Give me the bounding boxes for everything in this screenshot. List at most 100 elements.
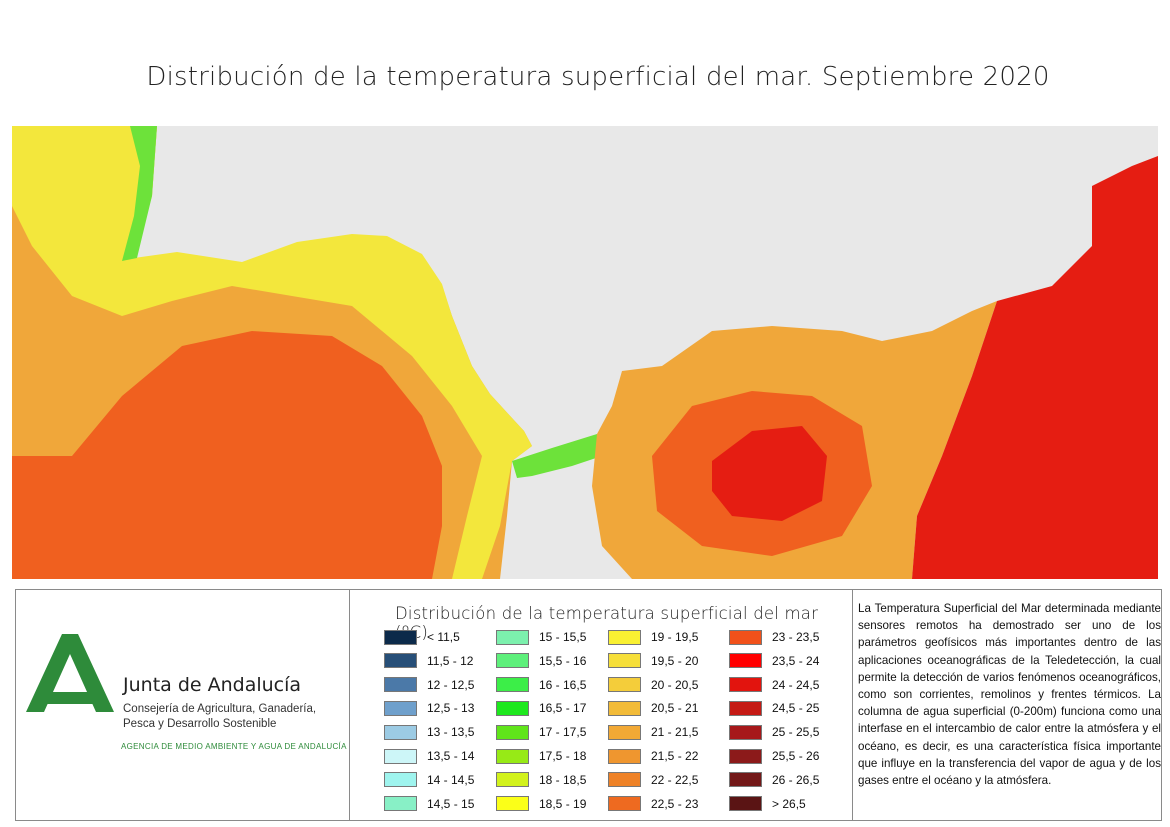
organization-department-line1: Consejería de Agricultura, Ganadería, [123, 703, 317, 715]
legend-swatch [729, 629, 762, 645]
description-block: La Temperatura Superficial del Mar deter… [853, 590, 1161, 820]
legend-label: 23,5 - 24 [772, 653, 820, 668]
legend-label: 17,5 - 18 [539, 749, 587, 763]
legend-swatch [608, 629, 641, 645]
legend-swatch [608, 724, 641, 740]
legend-item: < 11,5 [384, 628, 460, 646]
legend-swatch [384, 677, 417, 693]
sea-region-strait [512, 434, 602, 478]
legend-label: 12 - 12,5 [427, 677, 475, 692]
legend-label: 17 - 17,5 [539, 725, 587, 740]
legend-item: 16 - 16,5 [496, 676, 586, 694]
legend-swatch [384, 724, 417, 740]
legend-label: 25 - 25,5 [772, 725, 820, 740]
legend: Distribución de la temperatura superfici… [350, 590, 853, 820]
legend-swatch [496, 700, 529, 716]
legend-label: 19,5 - 20 [651, 653, 699, 668]
legend-swatch [729, 677, 762, 693]
legend-item: 20,5 - 21 [608, 699, 698, 717]
legend-swatch [384, 772, 417, 788]
map-canvas [12, 126, 1158, 579]
organization-agency: AGENCIA DE MEDIO AMBIENTE Y AGUA DE ANDA… [121, 742, 347, 751]
legend-label: 21 - 21,5 [651, 725, 699, 740]
legend-item: 22,5 - 23 [608, 795, 698, 813]
legend-label: 19 - 19,5 [651, 630, 699, 644]
legend-swatch [384, 653, 417, 669]
organization-department: Consejería de Agricultura, Ganadería, Pe… [123, 702, 343, 732]
legend-swatch [496, 748, 529, 764]
legend-label: 22,5 - 23 [651, 796, 699, 811]
legend-item: > 26,5 [729, 795, 806, 813]
sea-region-mediterranean-east [912, 156, 1158, 579]
legend-item: 15,5 - 16 [496, 652, 586, 670]
legend-swatch [729, 700, 762, 716]
legend-swatch [496, 724, 529, 740]
legend-item: 16,5 - 17 [496, 699, 586, 717]
legend-label: 20 - 20,5 [651, 677, 699, 692]
legend-swatch [729, 772, 762, 788]
legend-item: 13,5 - 14 [384, 747, 474, 765]
legend-label: 20,5 - 21 [651, 701, 699, 716]
legend-item: 19 - 19,5 [608, 628, 698, 646]
legend-item: 21,5 - 22 [608, 747, 698, 765]
legend-label: 11,5 - 12 [427, 653, 474, 668]
legend-item: 21 - 21,5 [608, 723, 698, 741]
legend-label: 23 - 23,5 [772, 630, 820, 644]
sea-region-alboran-core [712, 426, 827, 521]
legend-label: 24,5 - 25 [772, 701, 820, 716]
sea-region-atlantic-cool [12, 126, 532, 579]
legend-swatch [608, 748, 641, 764]
legend-item: 23 - 23,5 [729, 628, 819, 646]
legend-item: 20 - 20,5 [608, 676, 698, 694]
organization-department-line2: Pesca y Desarrollo Sostenible [123, 718, 277, 730]
legend-swatch [608, 700, 641, 716]
legend-swatch [729, 748, 762, 764]
legend-swatch [729, 653, 762, 669]
legend-swatch [384, 629, 417, 645]
legend-label: 12,5 - 13 [427, 701, 475, 716]
legend-swatch [608, 677, 641, 693]
legend-label: 14,5 - 15 [427, 796, 475, 811]
legend-item: 19,5 - 20 [608, 652, 698, 670]
junta-andalucia-logo-icon [26, 634, 114, 712]
organization-name: Junta de Andalucía [123, 674, 302, 696]
legend-item: 22 - 22,5 [608, 771, 698, 789]
legend-item: 26 - 26,5 [729, 771, 819, 789]
description-text: La Temperatura Superficial del Mar deter… [858, 602, 1161, 788]
legend-label: 15 - 15,5 [539, 630, 587, 644]
legend-swatch [384, 796, 417, 812]
legend-item: 18,5 - 19 [496, 795, 586, 813]
legend-item: 17 - 17,5 [496, 723, 586, 741]
legend-item: 13 - 13,5 [384, 723, 474, 741]
legend-item: 12,5 - 13 [384, 699, 474, 717]
info-panel: Junta de Andalucía Consejería de Agricul… [15, 589, 1162, 821]
legend-label: 25,5 - 26 [772, 749, 820, 763]
legend-label: 21,5 - 22 [651, 749, 699, 763]
sea-region-coast-cold [122, 126, 157, 261]
legend-label: 16,5 - 17 [539, 701, 587, 716]
legend-item: 17,5 - 18 [496, 747, 586, 765]
legend-item: 24 - 24,5 [729, 676, 819, 694]
sea-region-atlantic-hot [12, 331, 442, 579]
legend-label: < 11,5 [427, 630, 460, 644]
legend-item: 11,5 - 12 [384, 652, 473, 670]
legend-label: 15,5 - 16 [539, 653, 587, 668]
legend-swatch [496, 772, 529, 788]
legend-item: 23,5 - 24 [729, 652, 819, 670]
legend-swatch [384, 700, 417, 716]
legend-swatch [496, 653, 529, 669]
legend-swatch [608, 653, 641, 669]
legend-label: 13 - 13,5 [427, 725, 475, 740]
legend-label: 14 - 14,5 [427, 772, 475, 787]
legend-label: 18 - 18,5 [539, 772, 587, 787]
legend-item: 25 - 25,5 [729, 723, 819, 741]
legend-item: 25,5 - 26 [729, 747, 819, 765]
legend-item: 12 - 12,5 [384, 676, 474, 694]
legend-item: 24,5 - 25 [729, 699, 819, 717]
sea-temperature-map [12, 126, 1158, 579]
legend-label: 18,5 - 19 [539, 796, 587, 811]
legend-swatch [608, 772, 641, 788]
legend-label: > 26,5 [772, 796, 806, 811]
legend-item: 14,5 - 15 [384, 795, 474, 813]
legend-swatch [496, 796, 529, 812]
